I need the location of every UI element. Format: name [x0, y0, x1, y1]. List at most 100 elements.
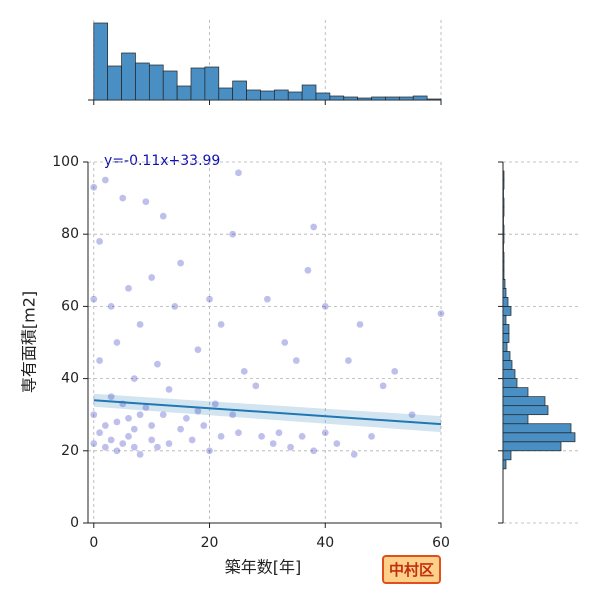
histogram-bar — [502, 405, 549, 416]
histogram-bar — [502, 450, 512, 461]
scatter-point — [211, 400, 220, 408]
scatter-point — [356, 320, 364, 329]
histogram-bar — [246, 89, 261, 101]
scatter-point — [286, 443, 295, 452]
histogram-bar — [357, 97, 372, 101]
histogram-bar — [502, 414, 529, 425]
histogram-bar — [502, 297, 509, 307]
scatter-point — [217, 320, 225, 329]
x-tick-label: 40 — [316, 535, 334, 551]
scatter-point — [217, 432, 225, 441]
histogram-bar — [301, 84, 317, 101]
histogram-bar — [218, 87, 234, 101]
scatter-point — [228, 410, 237, 419]
scatter-point — [350, 450, 359, 459]
y-tick-label: 80 — [61, 226, 79, 242]
scatter-point — [147, 273, 156, 282]
histogram-bar — [502, 260, 505, 271]
scatter-point — [165, 385, 173, 394]
scatter-point — [205, 446, 214, 455]
scatter-point — [170, 302, 179, 311]
histogram-bar — [329, 95, 345, 101]
histogram-bar — [502, 233, 505, 244]
scatter-point — [124, 284, 133, 293]
scatter-point — [182, 414, 191, 423]
scatter-point — [165, 439, 173, 448]
scatter-point — [147, 436, 156, 444]
histogram-bar — [502, 342, 508, 352]
scatter-point — [257, 432, 266, 441]
histogram-bar — [93, 22, 109, 101]
scatter-point — [113, 338, 121, 347]
scatter-point — [136, 410, 144, 419]
scatter-point — [118, 194, 127, 202]
histogram-bar — [502, 242, 504, 253]
scatter-point — [309, 223, 318, 231]
scatter-point — [130, 425, 139, 433]
scatter-point — [95, 356, 104, 365]
histogram-bar — [502, 387, 529, 397]
scatter-point — [275, 428, 283, 437]
histogram-bar — [162, 70, 178, 101]
scatter-point — [321, 302, 330, 311]
histogram-bar — [502, 215, 504, 226]
x-tick-label: 20 — [201, 535, 219, 551]
histogram-bar — [148, 64, 164, 101]
histogram-bar — [135, 62, 150, 101]
scatter-point — [113, 418, 121, 426]
histogram-bar — [315, 92, 331, 101]
scatter-point — [228, 230, 237, 239]
scatter-point — [95, 428, 104, 437]
scatter-point — [251, 381, 260, 390]
scatter-point — [194, 345, 202, 354]
histogram-bar — [502, 288, 507, 298]
histogram-bar — [502, 206, 505, 217]
scatter-point — [344, 356, 353, 365]
scatter-point — [234, 168, 243, 177]
scatter-point — [136, 320, 144, 329]
scatter-point — [107, 302, 115, 311]
histogram-bar — [502, 197, 505, 208]
histogram-bar — [107, 65, 122, 101]
x-tick-label: 60 — [432, 535, 450, 551]
scatter-point — [269, 439, 278, 448]
histogram-bar — [502, 306, 512, 316]
scatter-point — [379, 381, 387, 390]
scatter-point — [101, 443, 110, 452]
scatter-point — [263, 295, 272, 304]
scatter-point — [124, 414, 133, 423]
scatter-point — [176, 259, 185, 267]
scatter-point — [89, 410, 98, 419]
scatter-point — [107, 392, 115, 401]
scatter-point — [205, 295, 214, 304]
y-axis-label: 専有面積[m2] — [20, 291, 39, 393]
x-axis-label: 築年数[年] — [225, 558, 302, 577]
histogram-bar — [502, 269, 505, 280]
scatter-point — [95, 237, 104, 246]
scatter-point — [408, 410, 416, 419]
scatter-point — [159, 212, 168, 220]
scatter-point — [113, 446, 121, 455]
histogram-bar — [232, 80, 247, 101]
scatter-point — [118, 439, 127, 448]
histogram-bar — [502, 351, 511, 361]
histogram-bar — [176, 85, 192, 101]
scatter-point — [367, 432, 376, 441]
histogram-bar — [502, 251, 505, 262]
scatter-point — [130, 443, 139, 452]
scatter-point — [130, 374, 139, 383]
annotation: y=-0.11x+33.99 — [104, 153, 220, 169]
histogram-bar — [502, 378, 518, 388]
scatter-point — [176, 425, 185, 433]
histogram-bar — [398, 96, 414, 101]
histogram-bar — [502, 170, 505, 181]
histogram-bar — [385, 96, 400, 101]
histogram-bar — [502, 459, 507, 470]
histogram-bar — [502, 396, 546, 407]
scatter-point — [153, 443, 162, 452]
scatter-point — [234, 428, 243, 437]
scatter-point — [304, 266, 312, 275]
scatter-point — [240, 367, 249, 376]
histogram-bar — [502, 441, 562, 452]
